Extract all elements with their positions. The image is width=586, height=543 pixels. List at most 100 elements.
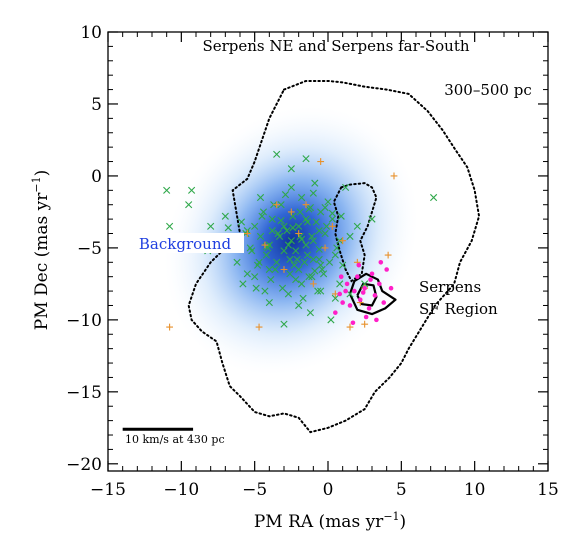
- cross-point: [311, 267, 319, 275]
- dot-point: [363, 314, 369, 320]
- plus-point: [261, 241, 269, 249]
- cross-point: [262, 251, 270, 259]
- background-label-box: [126, 233, 244, 253]
- cross-point: [265, 265, 273, 274]
- dot-point: [388, 285, 394, 291]
- y-tick-label: −5: [77, 239, 102, 259]
- distance-range-label: 300–500 pc: [444, 81, 532, 99]
- field-boundary-inner: [332, 182, 378, 283]
- cross-point: [342, 183, 350, 192]
- dot-point: [384, 267, 389, 272]
- cross-point: [298, 193, 306, 202]
- cross-point: [320, 270, 328, 278]
- plus-point: [287, 208, 295, 216]
- y-tick-label: −10: [66, 311, 102, 331]
- plus-point: [295, 230, 303, 237]
- plus-point: [273, 201, 281, 209]
- cross-point: [224, 224, 232, 232]
- cross-point: [322, 222, 331, 230]
- cross-point: [302, 155, 310, 163]
- cross-point: [284, 241, 292, 249]
- plus-point: [346, 323, 354, 331]
- plus-point: [329, 222, 336, 230]
- cross-point: [303, 218, 312, 226]
- cross-point: [317, 261, 325, 269]
- cross-point: [281, 191, 290, 199]
- field-boundary-outer: [187, 79, 481, 434]
- cross-point: [273, 150, 281, 158]
- cross-point: [328, 215, 336, 223]
- cross-point: [339, 261, 347, 269]
- cross-point: [267, 275, 275, 284]
- dot-point: [369, 271, 375, 277]
- cross-point: [305, 205, 313, 213]
- cross-point: [317, 287, 325, 295]
- cross-point: [295, 301, 303, 310]
- y-tick-label: −15: [66, 383, 102, 403]
- x-tick-label: −5: [242, 480, 267, 500]
- dot-point: [360, 290, 366, 295]
- chart-title: Serpens NE and Serpens far-South: [202, 37, 469, 55]
- cross-point: [287, 165, 295, 173]
- cross-point: [283, 227, 291, 235]
- dot-point: [374, 317, 379, 323]
- cross-point: [298, 235, 306, 243]
- cross-point: [298, 280, 306, 288]
- y-tick-label: 0: [91, 167, 102, 187]
- x-tick-label: 10: [464, 480, 486, 500]
- cross-point: [315, 245, 323, 253]
- cross-point: [277, 201, 285, 209]
- cross-point: [292, 247, 300, 255]
- cross-point: [337, 212, 345, 220]
- plus-point: [390, 172, 398, 180]
- cross-point: [311, 179, 319, 187]
- cross-point: [268, 215, 276, 223]
- cross-point: [333, 244, 341, 252]
- y-tick-label: −20: [66, 455, 102, 475]
- dot-point: [352, 288, 357, 294]
- cross-point: [295, 222, 303, 230]
- cross-point: [321, 204, 329, 212]
- cross-point: [302, 241, 310, 249]
- cross-point: [308, 273, 316, 281]
- cross-point: [289, 212, 297, 220]
- cross-point: [292, 275, 300, 284]
- cross-point: [286, 255, 294, 264]
- cross-point: [280, 247, 288, 255]
- dot-point: [362, 285, 367, 291]
- cross-point: [324, 198, 332, 206]
- cross-point: [309, 237, 317, 245]
- cross-point: [331, 251, 339, 259]
- cross-point: [308, 232, 316, 240]
- cross-point: [306, 309, 314, 317]
- cross-point: [303, 251, 312, 259]
- cross-point: [318, 265, 326, 274]
- cross-point: [163, 186, 171, 194]
- cross-point: [255, 258, 263, 266]
- dot-point: [350, 320, 356, 326]
- sf-region-label-line2: SF Region: [419, 300, 498, 318]
- x-tick-label: −15: [90, 480, 126, 500]
- cross-point: [309, 255, 317, 264]
- cross-point: [252, 284, 260, 292]
- y-tick-label: 5: [91, 95, 102, 115]
- cross-point: [268, 227, 276, 235]
- plus-point: [339, 237, 347, 245]
- cross-point: [286, 270, 294, 278]
- dot-point: [333, 310, 338, 315]
- plus-point: [255, 323, 263, 331]
- dot-point: [366, 306, 372, 311]
- cross-point: [188, 186, 196, 194]
- cross-point: [166, 222, 174, 230]
- sf-region-label-line1: Serpens: [419, 278, 481, 296]
- cross-point: [256, 232, 265, 240]
- cross-point: [185, 201, 193, 209]
- x-tick-label: 5: [396, 480, 407, 500]
- cross-point: [368, 215, 376, 223]
- cross-point: [312, 218, 320, 226]
- x-tick-label: 0: [323, 480, 334, 500]
- cross-point: [325, 258, 334, 266]
- dot-point: [356, 262, 362, 268]
- cross-point: [233, 258, 241, 266]
- cross-point: [300, 258, 309, 266]
